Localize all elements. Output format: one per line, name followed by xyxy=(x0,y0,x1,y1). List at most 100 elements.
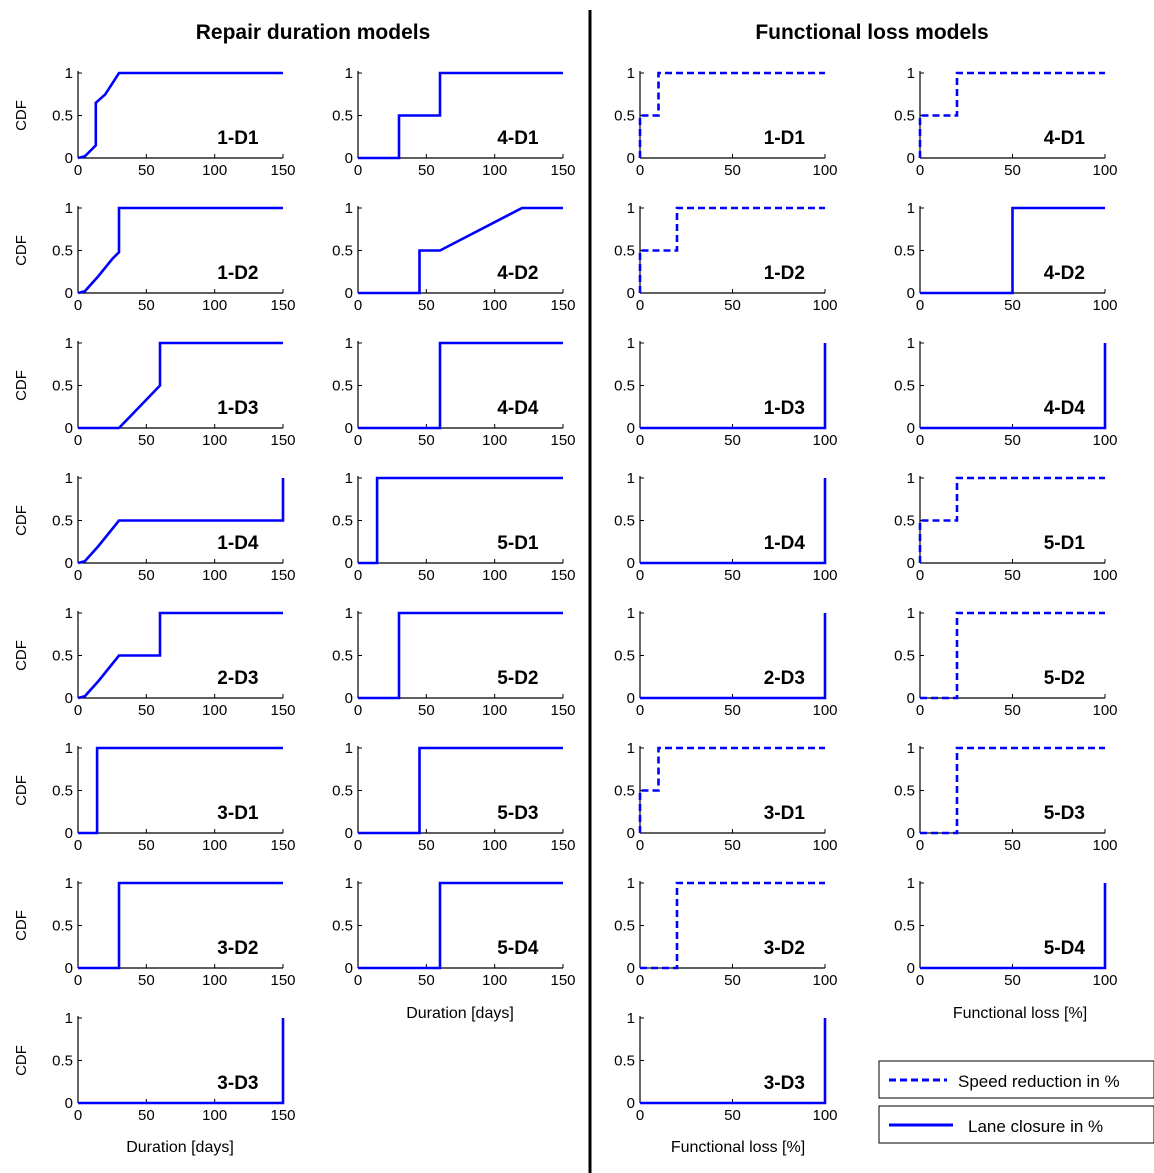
y-axis-label: CDF xyxy=(13,100,30,131)
x-tick-label: 0 xyxy=(354,297,362,314)
y-tick-label: 1 xyxy=(65,740,73,757)
y-tick-label: 1 xyxy=(345,200,353,217)
y-tick-label: 0.5 xyxy=(614,918,635,935)
panel-label: 2-D3 xyxy=(217,668,258,689)
y-tick-label: 0.5 xyxy=(332,378,353,395)
y-tick-label: 0 xyxy=(345,555,353,572)
subplot-repair_duration-4-D1: 0 0.5 1 0 50 100 150 4-D1 xyxy=(332,65,575,179)
subplot-repair_duration-4-D2: 00.510 50 100 1504-D2 xyxy=(332,200,575,314)
y-tick-label: 0 xyxy=(627,555,635,572)
y-tick-label: 0.5 xyxy=(894,378,915,395)
x-tick-label: 150 xyxy=(270,972,295,989)
y-axis-label: CDF xyxy=(13,1045,30,1076)
y-tick-label: 0 xyxy=(345,150,353,167)
x-tick-label: 50 xyxy=(138,297,155,314)
panel-label: 1-D4 xyxy=(764,533,806,554)
x-tick-label: 100 xyxy=(812,702,837,719)
x-tick-label: 100 xyxy=(1092,297,1117,314)
x-tick-label: 100 xyxy=(202,432,227,449)
y-tick-label: 1 xyxy=(907,740,915,757)
subplot-functional_loss-2-D3: 00.510 50 1002-D3 xyxy=(614,605,837,719)
x-tick-label: 100 xyxy=(202,162,227,179)
y-tick-label: 1 xyxy=(345,470,353,487)
y-tick-label: 0.5 xyxy=(52,513,73,530)
x-tick-label: 150 xyxy=(270,162,295,179)
x-tick-label: 0 xyxy=(354,702,362,719)
y-tick-label: 0 xyxy=(907,420,915,437)
y-tick-label: 0.5 xyxy=(52,378,73,395)
y-tick-label: 1 xyxy=(627,65,635,82)
subplot-repair_duration-1-D4: 00.510 50 100 150CDF1-D4 xyxy=(13,470,296,584)
y-tick-label: 1 xyxy=(627,605,635,622)
y-tick-label: 1 xyxy=(627,740,635,757)
y-tick-label: 0 xyxy=(65,150,73,167)
y-tick-label: 0.5 xyxy=(894,918,915,935)
x-tick-label: 100 xyxy=(202,837,227,854)
x-tick-label: 50 xyxy=(1004,567,1021,584)
subplot-functional_loss-3-D2: 00.510 50 1003-D2 xyxy=(614,875,837,989)
y-tick-label: 0 xyxy=(65,825,73,842)
x-tick-label: 100 xyxy=(482,837,507,854)
y-tick-label: 0 xyxy=(907,690,915,707)
x-tick-label: 100 xyxy=(1092,702,1117,719)
x-tick-label: 0 xyxy=(636,972,644,989)
x-tick-label: 0 xyxy=(916,162,924,179)
x-tick-label: 50 xyxy=(1004,432,1021,449)
x-tick-label: 50 xyxy=(724,1107,741,1124)
subplot-repair_duration-3-D2: 00.510 50 100 150CDF3-D2 xyxy=(13,875,296,989)
x-tick-label: 100 xyxy=(482,432,507,449)
y-tick-label: 0 xyxy=(627,420,635,437)
x-tick-label: 0 xyxy=(916,702,924,719)
right-section-title: Functional loss models xyxy=(755,21,988,44)
y-tick-label: 1 xyxy=(345,605,353,622)
x-tick-label: 50 xyxy=(1004,972,1021,989)
x-tick-label: 150 xyxy=(550,972,575,989)
x-tick-label: 100 xyxy=(812,567,837,584)
subplot-repair_duration-1-D1: 0 0.5 1 0 50 100 150 CDF 1-D1 xyxy=(13,65,296,179)
x-tick-label: 150 xyxy=(270,1107,295,1124)
y-tick-label: 1 xyxy=(907,335,915,352)
y-tick-label: 1 xyxy=(65,1010,73,1027)
x-tick-label: 50 xyxy=(418,432,435,449)
panel-label: 2-D3 xyxy=(764,668,805,689)
x-tick-label: 0 xyxy=(74,297,82,314)
legend: Speed reduction in % Lane closure in % xyxy=(879,1061,1154,1143)
subplot-functional_loss-4-D1: 0 0.5 1 0 50 100 4-D1 xyxy=(894,65,1117,179)
panel-label: 1-D4 xyxy=(217,533,259,554)
xlabel-loss-col4: Functional loss [%] xyxy=(953,1005,1087,1022)
subplot-functional_loss-1-D2: 00.510 50 1001-D2 xyxy=(614,200,837,314)
subplot-functional_loss-5-D2: 00.510 50 1005-D2 xyxy=(894,605,1117,719)
subplot-functional_loss-4-D2: 00.510 50 1004-D2 xyxy=(894,200,1117,314)
y-axis-label: CDF xyxy=(13,775,30,806)
x-tick-label: 100 xyxy=(202,702,227,719)
y-tick-label: 0.5 xyxy=(614,783,635,800)
x-tick-label: 100 xyxy=(812,1107,837,1124)
x-tick-label: 0 xyxy=(636,1107,644,1124)
subplot-repair_duration-1-D3: 00.510 50 100 150CDF1-D3 xyxy=(13,335,296,449)
panel-label: 3-D2 xyxy=(764,938,805,959)
x-tick-label: 100 xyxy=(202,297,227,314)
x-tick-label: 150 xyxy=(270,837,295,854)
subplot-functional_loss-3-D1: 00.510 50 1003-D1 xyxy=(614,740,837,854)
panel-label: 4-D2 xyxy=(1044,263,1085,284)
subplot-repair_duration-5-D4: 00.510 50 100 1505-D4 xyxy=(332,875,575,989)
y-tick-label: 1 xyxy=(65,65,73,82)
panel-label: 1-D1 xyxy=(217,128,259,149)
y-tick-label: 0.5 xyxy=(52,648,73,665)
x-tick-label: 100 xyxy=(482,297,507,314)
y-tick-label: 0.5 xyxy=(332,783,353,800)
subplot-functional_loss-5-D3: 00.510 50 1005-D3 xyxy=(894,740,1117,854)
y-tick-label: 0.5 xyxy=(332,513,353,530)
x-tick-label: 0 xyxy=(916,432,924,449)
x-tick-label: 50 xyxy=(138,162,155,179)
legend-label-speed: Speed reduction in % xyxy=(958,1072,1120,1091)
x-tick-label: 150 xyxy=(550,702,575,719)
subplot-repair_duration-3-D3: 00.510 50 100 150CDF3-D3 xyxy=(13,1010,296,1124)
x-tick-label: 0 xyxy=(74,567,82,584)
y-tick-label: 1 xyxy=(65,605,73,622)
panel-label: 4-D4 xyxy=(497,398,539,419)
x-tick-label: 150 xyxy=(270,567,295,584)
panel-label: 4-D1 xyxy=(497,128,539,149)
x-tick-label: 100 xyxy=(1092,972,1117,989)
